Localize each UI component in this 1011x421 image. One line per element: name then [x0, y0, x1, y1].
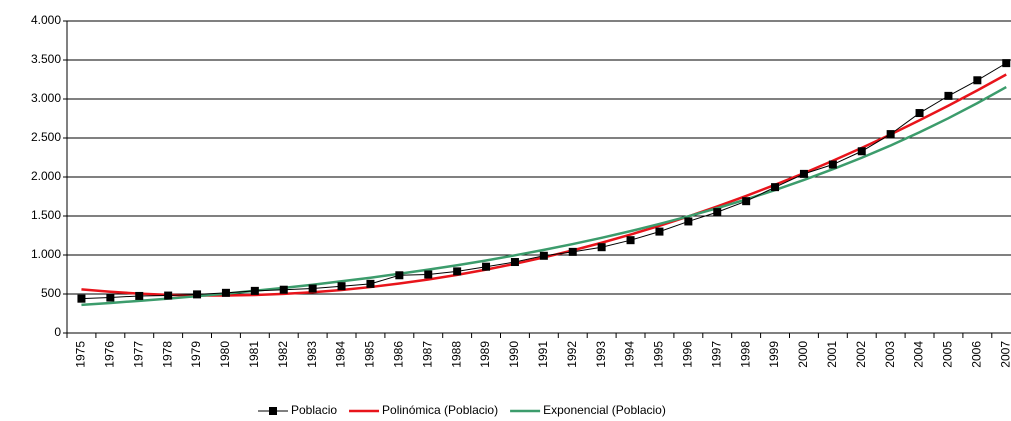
x-tick-label: 2003 — [883, 341, 897, 368]
marker — [626, 236, 635, 245]
marker — [106, 293, 115, 302]
x-tick-label: 2007 — [998, 341, 1011, 368]
grid: 0 500 1.000 1.500 2.000 2.500 3.000 3.500 4.000 1… — [31, 13, 1011, 368]
marker — [250, 286, 259, 295]
x-tick-label: 1981 — [247, 341, 261, 368]
marker — [684, 217, 693, 226]
x-tick-label: 1982 — [276, 341, 290, 368]
marker — [597, 243, 606, 252]
marker — [366, 279, 375, 288]
marker — [308, 284, 317, 293]
x-tick-label: 2005 — [941, 341, 955, 368]
marker — [799, 169, 808, 178]
x-tick-label: 1994 — [623, 341, 637, 368]
x-tick-label: 1984 — [334, 341, 348, 368]
x-tick-label: 2000 — [796, 341, 810, 368]
marker — [828, 160, 837, 169]
x-tick-label: 1992 — [565, 341, 579, 368]
marker — [337, 282, 346, 291]
plot — [77, 59, 1011, 307]
marker — [77, 294, 86, 303]
legend-label: Poblacio — [291, 403, 337, 417]
marker — [510, 258, 519, 267]
x-tick-label: 2001 — [825, 341, 839, 368]
series-line — [81, 73, 1007, 297]
marker — [857, 147, 866, 156]
x-tick-label: 1976 — [103, 341, 117, 368]
x-tick-label: 1999 — [767, 341, 781, 368]
y-tick-label: 2.500 — [31, 130, 61, 144]
y-tick-label: 3.000 — [31, 91, 61, 105]
y-tick-label: 500 — [41, 286, 61, 300]
x-tick-label: 1998 — [738, 341, 752, 368]
marker — [453, 267, 462, 276]
marker — [1002, 59, 1011, 68]
x-tick-label: 1985 — [363, 341, 377, 368]
x-tick-label: 1996 — [681, 341, 695, 368]
x-tick-label: 1989 — [478, 341, 492, 368]
x-tick-label: 2004 — [912, 341, 926, 368]
legend-label: Exponencial (Poblacio) — [543, 403, 666, 417]
marker — [973, 76, 982, 85]
x-tick-label: 1987 — [420, 341, 434, 368]
marker — [886, 130, 895, 139]
x-tick-label: 1991 — [536, 341, 550, 368]
marker — [193, 290, 202, 299]
marker — [655, 227, 664, 236]
marker — [135, 291, 144, 300]
x-tick-label: 1977 — [131, 341, 145, 368]
x-tick-label: 2002 — [854, 341, 868, 368]
x-tick-label: 1986 — [392, 341, 406, 368]
marker — [713, 208, 722, 217]
marker — [164, 291, 173, 300]
legend-label: Polinómica (Poblacio) — [382, 403, 498, 417]
x-tick-label: 2006 — [970, 341, 984, 368]
series-line — [81, 85, 1007, 307]
y-tick-label: 3.500 — [31, 52, 61, 66]
y-tick-label: 0 — [54, 325, 61, 339]
marker — [742, 197, 751, 206]
marker — [395, 271, 404, 280]
y-tick-label: 1.000 — [31, 247, 61, 261]
x-tick-label: 1997 — [709, 341, 723, 368]
marker — [944, 91, 953, 100]
marker — [482, 262, 491, 271]
marker — [771, 183, 780, 192]
x-tick-label: 1988 — [449, 341, 463, 368]
marker — [221, 288, 230, 297]
y-tick-label: 1.500 — [31, 208, 61, 222]
x-tick-label: 1995 — [652, 341, 666, 368]
y-tick-label: 2.000 — [31, 169, 61, 183]
legend-marker — [269, 407, 277, 415]
marker — [424, 270, 433, 279]
x-tick-label: 1990 — [507, 341, 521, 368]
x-tick-label: 1975 — [74, 341, 88, 368]
x-tick-label: 1978 — [160, 341, 174, 368]
x-tick-label: 1993 — [594, 341, 608, 368]
x-tick-label: 1980 — [218, 341, 232, 368]
marker — [915, 109, 924, 118]
marker — [568, 247, 577, 256]
y-tick-label: 4.000 — [31, 13, 61, 27]
x-tick-label: 1983 — [305, 341, 319, 368]
legend: Poblacio Polinómica (Poblacio) Exponencial… — [258, 403, 666, 417]
x-tick-label: 1979 — [189, 341, 203, 368]
marker — [539, 251, 548, 260]
series-line — [81, 62, 1007, 300]
marker — [279, 285, 288, 294]
